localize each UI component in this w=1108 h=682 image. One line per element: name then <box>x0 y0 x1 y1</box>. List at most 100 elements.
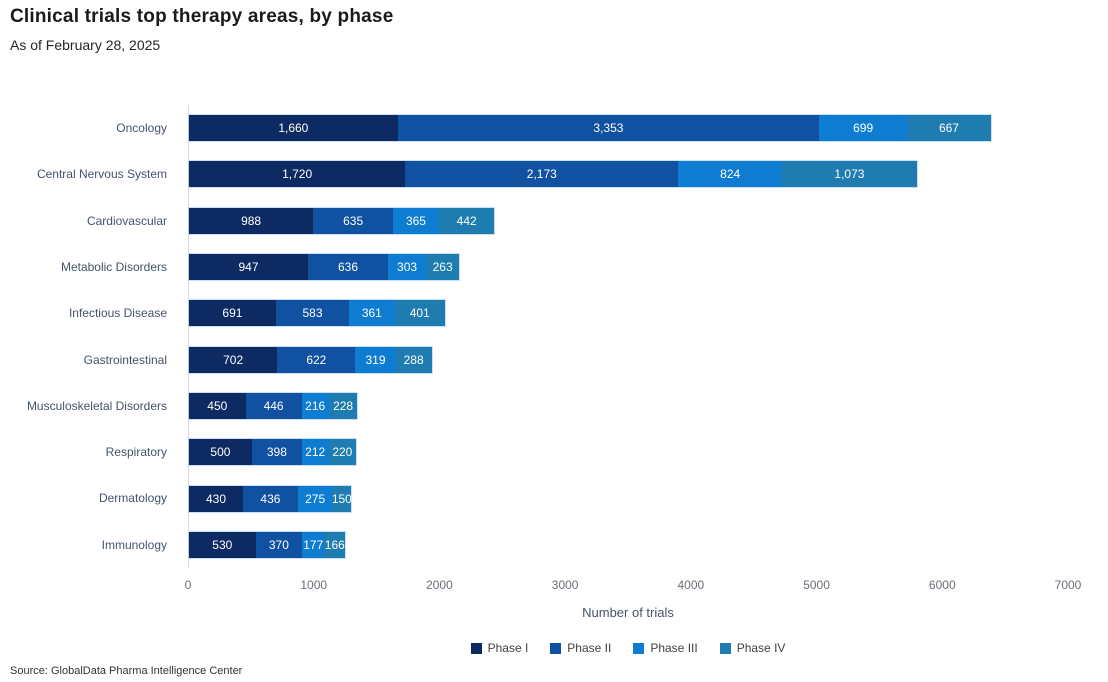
bar-segment: 288 <box>395 346 432 373</box>
stacked-bar: 1,720 2,173 824 1,073 <box>189 161 917 188</box>
bar-value-label: 667 <box>938 121 959 136</box>
bar-segment: 370 <box>255 531 303 558</box>
x-tick-label: 4000 <box>677 578 705 592</box>
bar-value-label: 1,073 <box>834 167 865 182</box>
bar-segment: 636 <box>308 254 388 281</box>
bar-value-label: 263 <box>432 260 453 275</box>
bar-segment: 1,720 <box>189 161 406 188</box>
bar-value-label: 430 <box>206 491 227 506</box>
bar-segment: 667 <box>907 115 991 142</box>
bar-segment: 530 <box>189 531 256 558</box>
bar-value-label: 2,173 <box>526 167 557 182</box>
category-label: Cardiovascular <box>86 213 167 228</box>
x-axis-title: Number of trials <box>582 605 674 620</box>
legend-swatch-icon <box>470 642 482 654</box>
x-axis-ticks: 0 1000 2000 3000 4000 5000 6000 7000 <box>184 578 1082 594</box>
bar-row: 702 622 319 288 <box>189 346 432 373</box>
bar-value-label: 442 <box>456 213 477 228</box>
x-tick-label: 0 <box>184 578 192 592</box>
stacked-bar: 947 636 303 263 <box>189 254 460 281</box>
legend-item: Phase I <box>470 641 529 655</box>
bar-value-label: 3,353 <box>593 121 624 136</box>
bar-row: 947 636 303 263 <box>189 254 460 281</box>
category-label: Immunology <box>101 537 167 552</box>
stacked-bar: 450 446 216 228 <box>189 392 358 419</box>
bar-value-label: 216 <box>305 398 326 413</box>
bar-value-label: 691 <box>222 306 243 321</box>
bar-segment: 988 <box>189 207 314 234</box>
bar-value-label: 702 <box>223 352 244 367</box>
bar-value-label: 150 <box>331 491 352 506</box>
bar-segment: 2,173 <box>405 161 679 188</box>
bar-segment: 275 <box>297 485 333 512</box>
legend-label: Phase IV <box>736 641 786 655</box>
bar-row: 1,660 3,353 699 667 <box>189 115 991 142</box>
chart-title: Clinical trials top therapy areas, by ph… <box>10 6 394 27</box>
y-axis-labels: Oncology Central Nervous System Cardiovasc… <box>0 105 178 568</box>
x-tick-label: 1000 <box>300 578 328 592</box>
bar-row: 500 398 212 220 <box>189 439 357 466</box>
bar-value-label: 319 <box>365 352 386 367</box>
legend-label: Phase III <box>650 641 698 655</box>
category-label: Oncology <box>116 121 167 135</box>
bar-segment: 691 <box>189 300 276 327</box>
legend-item: Phase III <box>633 641 698 655</box>
bar-value-label: 635 <box>343 213 364 228</box>
bar-segment: 319 <box>355 346 396 373</box>
bar-segment: 430 <box>189 485 244 512</box>
bar-value-label: 636 <box>338 260 359 275</box>
bar-segment: 699 <box>819 115 908 142</box>
bar-value-label: 530 <box>212 537 233 552</box>
bar-segment: 177 <box>302 531 325 558</box>
bar-value-label: 699 <box>853 121 874 136</box>
bar-segment: 446 <box>245 392 302 419</box>
x-tick-label: 2000 <box>426 578 453 592</box>
bar-row: 988 635 365 442 <box>189 207 495 234</box>
bar-segment: 212 <box>301 439 329 466</box>
bar-segment: 150 <box>331 485 352 512</box>
bar-value-label: 500 <box>210 445 231 460</box>
bar-segment: 365 <box>393 207 439 234</box>
bar-value-label: 622 <box>306 352 327 367</box>
stacked-bar: 702 622 319 288 <box>189 346 432 373</box>
bar-value-label: 436 <box>260 491 281 506</box>
bar-segment: 216 <box>301 392 329 419</box>
stacked-bar: 530 370 177 166 <box>189 531 346 558</box>
bar-segment: 263 <box>426 254 460 281</box>
bar-value-label: 398 <box>266 445 287 460</box>
category-label: Metabolic Disorders <box>60 259 167 274</box>
bar-value-label: 275 <box>305 491 326 506</box>
legend-label: Phase II <box>567 641 612 655</box>
bar-segment: 436 <box>243 485 298 512</box>
x-tick-label: 7000 <box>1054 578 1082 592</box>
bar-segment: 622 <box>277 346 356 373</box>
bar-segment: 702 <box>189 346 278 373</box>
bar-segment: 500 <box>189 439 252 466</box>
bar-value-label: 220 <box>332 445 353 460</box>
category-label: Respiratory <box>105 445 167 460</box>
bar-segment: 635 <box>313 207 394 234</box>
bar-value-label: 1,720 <box>282 167 313 182</box>
chart-subtitle: As of February 28, 2025 <box>10 37 161 53</box>
bar-segment: 824 <box>678 161 782 188</box>
source-note: Source: GlobalData Pharma Intelligence C… <box>10 665 243 677</box>
bar-segment: 3,353 <box>397 115 820 142</box>
bar-row: 691 583 361 401 <box>189 300 445 327</box>
bar-value-label: 361 <box>361 306 382 321</box>
bar-value-label: 177 <box>303 537 324 552</box>
bar-segment: 303 <box>388 254 427 281</box>
bar-segment: 1,073 <box>781 161 917 188</box>
legend-swatch-icon <box>633 642 645 654</box>
stacked-bar: 1,660 3,353 699 667 <box>189 115 991 142</box>
bar-value-label: 988 <box>241 213 262 228</box>
bar-row: 530 370 177 166 <box>189 531 346 558</box>
bar-value-label: 446 <box>263 398 284 413</box>
legend: Phase I Phase II Phase III Phase IV <box>188 638 1068 658</box>
category-label: Gastrointestinal <box>83 352 167 367</box>
x-tick-label: 6000 <box>928 578 956 592</box>
legend-swatch-icon <box>719 642 731 654</box>
legend-label: Phase I <box>487 641 529 655</box>
bar-row: 450 446 216 228 <box>189 392 358 419</box>
stacked-bar: 691 583 361 401 <box>189 300 445 327</box>
